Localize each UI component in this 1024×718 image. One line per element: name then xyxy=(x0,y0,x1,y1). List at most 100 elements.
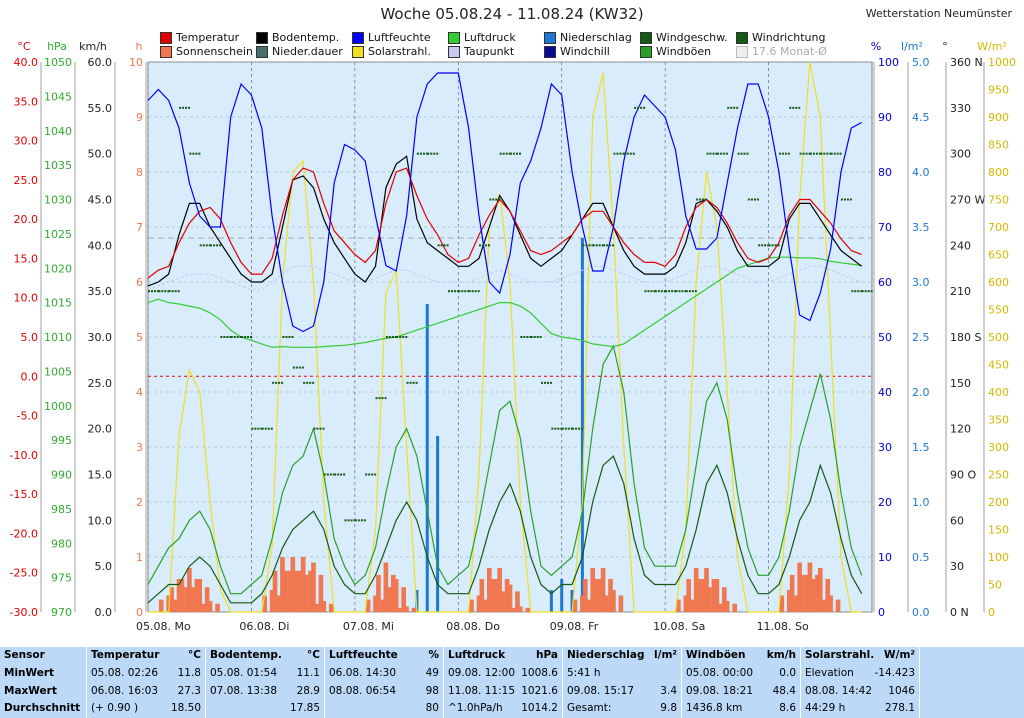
wind-direction-point xyxy=(539,336,542,338)
wind-direction-point xyxy=(730,106,733,109)
axis-tick-temp: 15.0 xyxy=(14,252,39,265)
stats-title: Luftfeuchte xyxy=(329,649,398,661)
axis-tick-solar: 250 xyxy=(988,469,1009,482)
wind-direction-point xyxy=(474,290,477,293)
wind-direction-point xyxy=(623,152,626,155)
axis-tick-humidity: 90 xyxy=(878,111,892,124)
wind-direction-point xyxy=(226,336,229,338)
sunshine-bar xyxy=(187,568,192,612)
sunshine-bar xyxy=(476,595,482,612)
axis-tick-rain: 5.0 xyxy=(912,56,930,69)
wind-direction-point xyxy=(674,290,677,293)
wind-direction-point xyxy=(846,198,849,201)
sunshine-bar xyxy=(794,595,800,612)
axis-tick-solar: 300 xyxy=(988,441,1009,454)
stats-value: -14.423 xyxy=(874,666,915,679)
wind-direction-point xyxy=(375,397,378,400)
stats-unit: km/h xyxy=(766,649,796,661)
wind-direction-point xyxy=(394,336,397,338)
legend-label: Windgeschw. xyxy=(656,31,728,44)
wind-direction-point xyxy=(820,152,823,155)
wind-direction-point xyxy=(436,152,439,155)
sunshine-bar xyxy=(494,579,500,612)
wind-direction-point xyxy=(684,290,687,293)
day-label: 05.08. Mo xyxy=(136,620,191,633)
axis-tick-humidity: 10 xyxy=(878,551,892,564)
legend-label: Windböen xyxy=(656,45,712,58)
sunshine-bar xyxy=(507,584,513,612)
sunshine-bar xyxy=(179,579,185,612)
legend-swatch xyxy=(448,45,460,58)
axis-tick-rain: 3.0 xyxy=(912,276,930,289)
wind-direction-point xyxy=(716,152,719,155)
wind-direction-point xyxy=(148,290,150,293)
sunshine-bar xyxy=(593,579,598,612)
axis-tick-sun: 8 xyxy=(136,166,143,179)
wind-direction-point xyxy=(722,152,725,155)
wind-direction-point xyxy=(223,336,226,338)
wind-direction-point xyxy=(216,244,219,247)
axis-tick-humidity: 80 xyxy=(878,166,892,179)
stats-label: 05.08. 01:54 xyxy=(210,666,277,679)
wind-direction-point xyxy=(784,152,787,155)
stats-sensor-header: Sensor xyxy=(4,649,45,661)
axis-tick-direction: 90 O xyxy=(950,469,976,482)
sunshine-bar xyxy=(504,579,510,612)
axis-tick-temp: -15.0 xyxy=(10,488,38,501)
sunshine-bar xyxy=(500,591,505,612)
stats-unit: % xyxy=(428,649,439,661)
stats-title: Luftdruck xyxy=(448,649,506,661)
wind-direction-point xyxy=(270,427,273,430)
axis-tick-wind: 30.0 xyxy=(88,331,113,344)
wind-direction-point xyxy=(805,152,808,155)
wind-direction-point xyxy=(629,152,632,155)
axis-tick-pressure: 1050 xyxy=(44,56,72,69)
stats-label: 09.08. 18:21 xyxy=(686,684,753,697)
axis-tick-rain: 0.5 xyxy=(912,551,930,564)
sunshine-bar xyxy=(686,579,692,612)
stats-title: Niederschlag xyxy=(567,649,645,661)
wind-direction-point xyxy=(702,198,705,201)
wind-direction-point xyxy=(592,244,595,247)
stats-label: Elevation xyxy=(805,666,854,679)
sunshine-bar xyxy=(597,579,603,612)
legend-swatch xyxy=(736,31,748,44)
stats-label: Gesamt: xyxy=(567,702,612,715)
wind-direction-point xyxy=(385,336,388,338)
legend-swatch xyxy=(544,31,556,44)
axis-tick-rain: 4.0 xyxy=(912,166,930,179)
wind-direction-point xyxy=(777,244,780,247)
sunshine-bar xyxy=(810,579,816,612)
stats-value: 28.9 xyxy=(296,684,320,697)
legend-item: Luftdruck xyxy=(448,31,516,44)
wind-direction-point xyxy=(826,152,829,155)
sunshine-bar xyxy=(611,590,616,612)
axis-tick-sun: 10 xyxy=(129,56,143,69)
wind-direction-point xyxy=(696,198,699,201)
wind-direction-point xyxy=(456,290,459,293)
sunshine-bar xyxy=(176,579,182,612)
axis-tick-pressure: 1045 xyxy=(44,90,72,103)
wind-direction-point xyxy=(668,290,671,293)
legend-swatch xyxy=(448,31,460,44)
wind-direction-point xyxy=(313,427,316,430)
stats-label: 44:29 h xyxy=(805,702,846,715)
sunshine-bar xyxy=(479,579,485,612)
stats-label: 05.08. 02:26 xyxy=(91,666,158,679)
wind-direction-point xyxy=(306,381,309,384)
sunshine-bar xyxy=(404,606,409,612)
axis-tick-direction: 180 S xyxy=(950,331,981,344)
axis-tick-humidity: 30 xyxy=(878,441,892,454)
axis-tick-wind: 10.0 xyxy=(88,514,113,527)
axis-tick-humidity: 20 xyxy=(878,496,892,509)
wind-direction-point xyxy=(447,290,450,293)
sunshine-bar xyxy=(411,607,417,612)
wind-direction-point xyxy=(487,244,490,247)
sunshine-bar xyxy=(383,562,389,612)
wind-direction-point xyxy=(533,336,536,338)
axis-tick-pressure: 1030 xyxy=(44,194,72,207)
wind-direction-point xyxy=(419,152,422,155)
wind-direction-point xyxy=(854,290,857,293)
wind-direction-point xyxy=(833,152,836,155)
wind-direction-point xyxy=(316,427,319,430)
